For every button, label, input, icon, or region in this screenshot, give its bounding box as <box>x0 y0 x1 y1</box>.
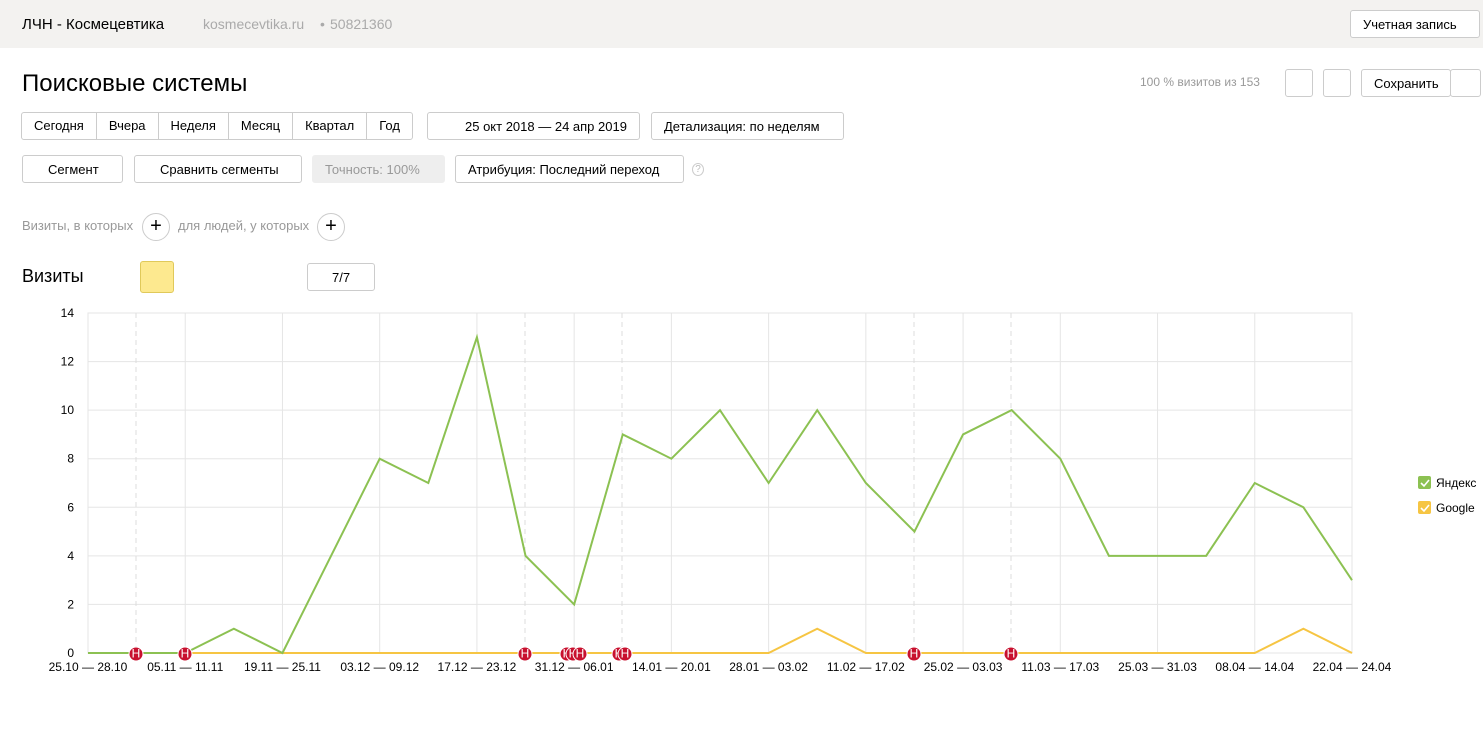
x-tick-label: 03.12 — 09.12 <box>340 660 419 674</box>
separator: • <box>320 16 325 32</box>
detail[interactable]: Детализация: по неделям <box>651 112 844 140</box>
x-tick-label: 25.02 — 03.03 <box>924 660 1003 674</box>
y-tick-label: 14 <box>61 306 75 320</box>
x-tick-label: 17.12 — 23.12 <box>438 660 517 674</box>
add-condition[interactable]: + <box>317 213 345 241</box>
period-button[interactable]: Год <box>366 112 413 140</box>
event-marker <box>906 646 922 662</box>
help[interactable]: ? <box>692 163 704 176</box>
event-label: Н <box>521 647 530 661</box>
legend-label: Google <box>1436 501 1475 515</box>
event-label: Н <box>1007 647 1016 661</box>
header <box>0 0 1483 48</box>
counter-id: 50821360 <box>330 16 393 32</box>
x-tick-label: 05.11 — 11.11 <box>147 660 223 674</box>
event-label: Н <box>621 647 630 661</box>
x-tick-label: 25.10 — 28.10 <box>49 660 128 674</box>
period-button[interactable]: Квартал <box>292 112 368 140</box>
event-label: Н <box>576 647 585 661</box>
y-tick-label: 12 <box>61 355 75 369</box>
history-button[interactable] <box>1285 69 1313 97</box>
legend-swatch <box>1418 476 1431 489</box>
y-tick-label: 10 <box>61 403 75 417</box>
chart: 0 2 4 6 8 10 12 14 25.10 — 28.10 05.11 — 11.11 19.… <box>49 306 1477 674</box>
x-tick-label: 25.03 — 31.03 <box>1118 660 1197 674</box>
event-marker <box>572 646 588 662</box>
event-label: Н <box>132 647 141 661</box>
event-marker <box>128 646 144 662</box>
date-range[interactable]: 25 окт 2018 — 24 апр 2019 <box>427 112 640 140</box>
legend-check <box>1420 504 1430 513</box>
x-tick-label: 19.11 — 25.11 <box>244 660 321 674</box>
add-condition[interactable]: + <box>142 213 170 241</box>
x-tick-label: 11.03 — 17.03 <box>1021 660 1099 674</box>
period-button[interactable]: Вчера <box>95 112 159 140</box>
event-marker <box>617 646 633 662</box>
y-tick-label: 4 <box>67 549 74 563</box>
x-tick-label: 22.04 — 24.04 <box>1313 660 1392 674</box>
period-button[interactable]: Сегодня <box>21 112 97 140</box>
condition-people: для людей, у которых <box>178 218 310 233</box>
notes-button[interactable]: 7/7 <box>307 263 375 291</box>
attribution[interactable]: Атрибуция: Последний переход <box>455 155 684 183</box>
event-label: Н <box>910 647 919 661</box>
condition-visits: Визиты, в которых <box>22 218 134 233</box>
compare[interactable]: Сравнить сегменты <box>134 155 302 183</box>
x-tick-label: 11.02 — 17.02 <box>827 660 905 674</box>
y-tick-label: 6 <box>67 500 74 514</box>
account-button[interactable]: Учетная запись <box>1350 10 1480 38</box>
event-marker <box>517 646 533 662</box>
chart-title: Визиты <box>22 266 84 286</box>
accuracy: Точность: 100% <box>312 155 445 183</box>
y-tick-label: 0 <box>67 646 74 660</box>
segment[interactable]: Сегмент <box>22 155 123 183</box>
x-tick-label: 08.04 — 14.04 <box>1215 660 1294 674</box>
report-title: Поисковые системы <box>22 70 248 97</box>
plot-border <box>87 312 1353 654</box>
x-tick-label: 28.01 — 03.02 <box>729 660 808 674</box>
sample: 100 % визитов из 153 <box>1140 75 1260 89</box>
legend-swatch <box>1418 501 1431 514</box>
export-button[interactable] <box>1323 69 1351 97</box>
event-marker <box>1003 646 1019 662</box>
save-button[interactable]: Сохранить <box>1361 69 1451 97</box>
period-button[interactable]: Неделя <box>157 112 229 140</box>
x-tick-label: 14.01 — 20.01 <box>632 660 711 674</box>
series-line <box>88 333 1353 655</box>
legend-check <box>1420 479 1430 488</box>
event-marker <box>177 646 193 662</box>
y-tick-label: 2 <box>67 597 74 611</box>
save-menu[interactable] <box>1450 69 1481 97</box>
y-tick-label: 8 <box>67 452 74 466</box>
site: kosmecevtika.ru <box>203 16 305 32</box>
legend-label: Яндекс <box>1436 476 1476 490</box>
counter-name[interactable]: ЛЧН - Космецевтика <box>22 16 165 33</box>
series-line <box>88 627 1353 654</box>
line-chart-toggle[interactable] <box>140 261 174 293</box>
x-tick-label: 31.12 — 06.01 <box>535 660 614 674</box>
period-group: Сегодня Вчера Неделя Месяц Квартал Год <box>21 112 413 140</box>
period-button[interactable]: Месяц <box>227 112 294 140</box>
event-label: Н <box>181 647 190 661</box>
